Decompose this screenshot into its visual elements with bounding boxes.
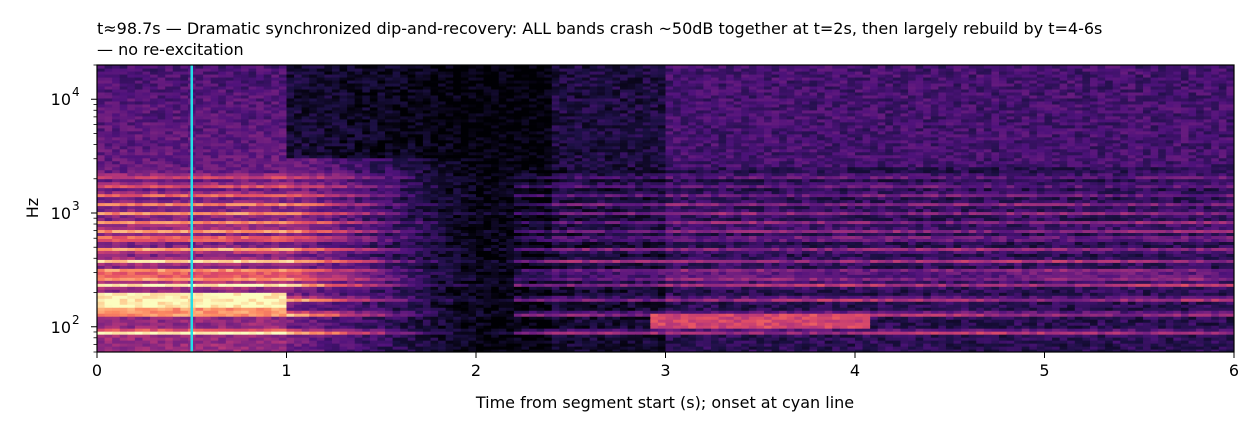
- x-tick-label: 3: [660, 361, 670, 380]
- x-tick-label: 4: [850, 361, 860, 380]
- x-axis-label: Time from segment start (s); onset at cy…: [475, 393, 854, 412]
- y-tick-exponent: 2: [72, 313, 80, 327]
- spectrogram-image: [97, 65, 1234, 352]
- x-axis: 0 1 2 3 4 5 6: [92, 352, 1239, 380]
- chart-title-line-1: t≈98.7s — Dramatic synchronized dip-and-…: [97, 19, 1102, 38]
- y-tick-exponent: 4: [72, 85, 80, 99]
- x-tick-label: 6: [1229, 361, 1239, 380]
- x-tick-label: 2: [471, 361, 481, 380]
- x-tick-label: 1: [281, 361, 291, 380]
- x-tick-label: 5: [1039, 361, 1049, 380]
- y-tick-label: 10: [51, 318, 71, 337]
- x-tick-label: 0: [92, 361, 102, 380]
- y-tick-label: 10: [51, 204, 71, 223]
- y-tick-exponent: 3: [72, 199, 80, 213]
- y-axis-label: Hz: [23, 198, 42, 218]
- chart-title-line-2: — no re-excitation: [97, 40, 244, 59]
- y-tick-label: 10: [51, 90, 71, 109]
